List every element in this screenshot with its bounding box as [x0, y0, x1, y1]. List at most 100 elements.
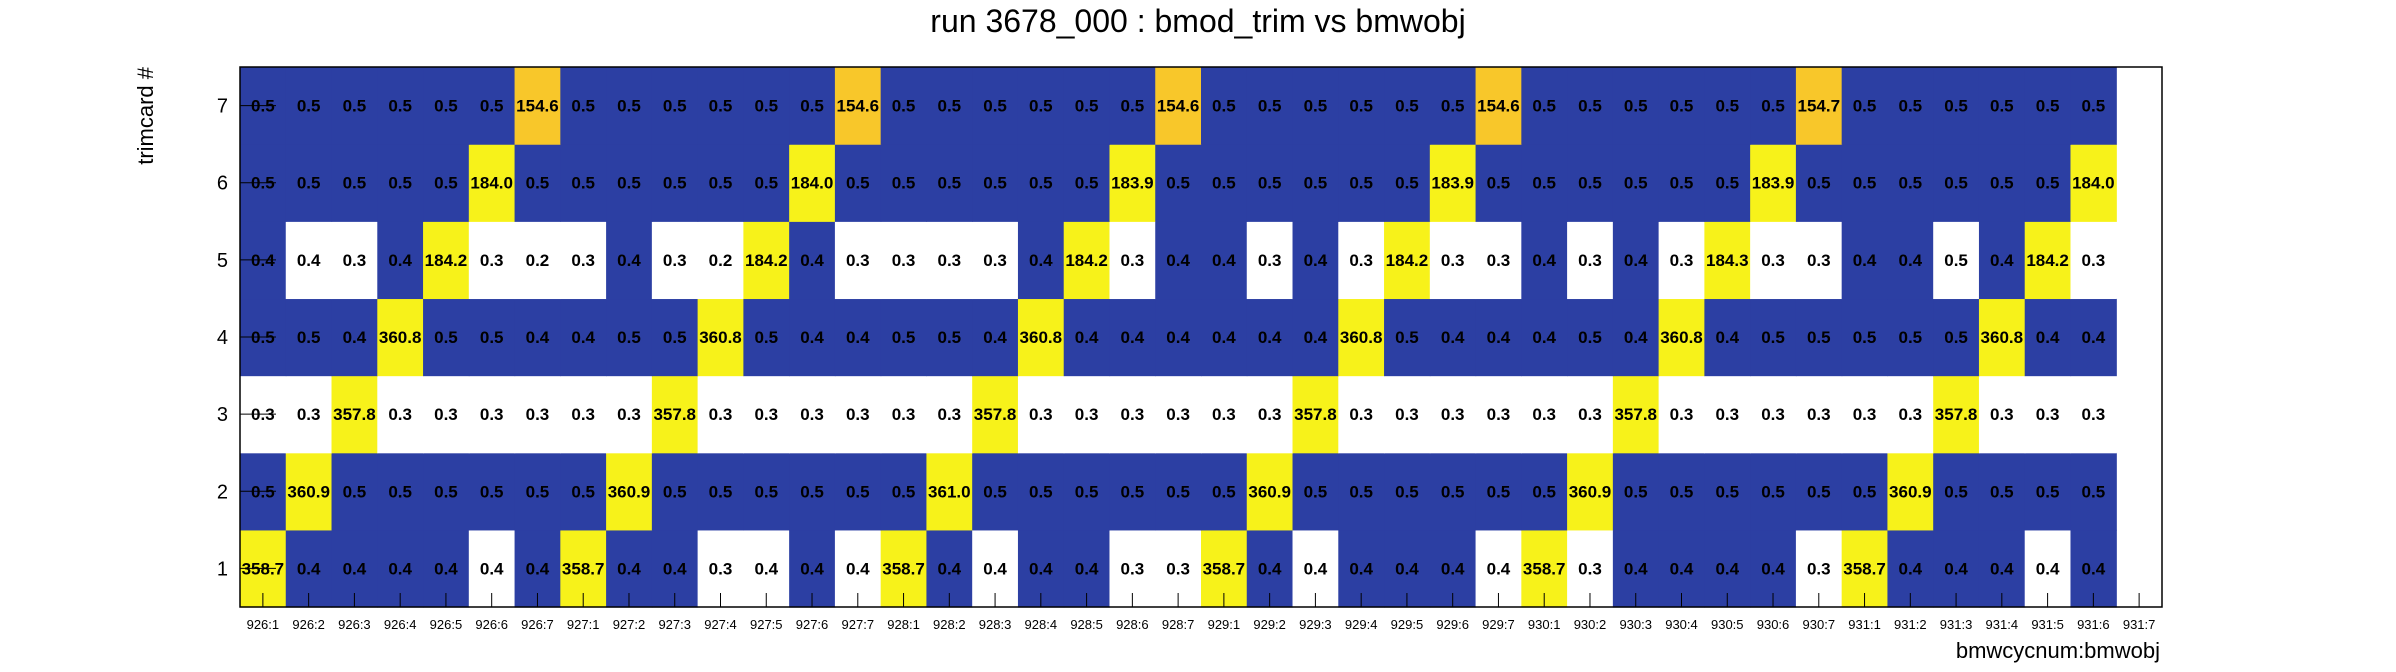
cell-value-label: 0.4 — [1121, 328, 1145, 347]
x-tick-label: 929:2 — [1253, 617, 1286, 632]
cell-value-label: 0.5 — [617, 174, 641, 193]
cell-value-label: 0.5 — [1532, 174, 1556, 193]
heatmap-cell — [1887, 452, 1934, 531]
cell-value-label: 0.4 — [343, 559, 367, 578]
x-tick-label: 930:6 — [1757, 617, 1790, 632]
cell-value-label: 0.5 — [754, 482, 778, 501]
heatmap-cell — [1017, 67, 1065, 145]
cell-value-label: 0.3 — [1578, 405, 1602, 424]
heatmap-cell — [651, 452, 699, 531]
cell-value-label: 0.3 — [709, 559, 733, 578]
heatmap-cell — [377, 452, 424, 531]
heatmap-cell — [926, 144, 973, 222]
heatmap-cell — [1612, 144, 1660, 222]
cell-value-label: 0.5 — [892, 97, 916, 116]
cell-value-label: 0.5 — [846, 482, 870, 501]
cell-value-label: 0.5 — [1395, 328, 1419, 347]
heatmap-cell — [1795, 452, 1843, 531]
heatmap-cell — [331, 67, 378, 145]
heatmap-cell — [1429, 375, 1477, 454]
heatmap-cell — [1978, 452, 2026, 531]
cell-value-label: 183.9 — [1111, 174, 1154, 193]
cell-value-label: 0.5 — [983, 174, 1007, 193]
cell-value-label: 360.8 — [1340, 328, 1383, 347]
heatmap-cell — [651, 298, 699, 377]
x-tick-label: 931:3 — [1940, 617, 1973, 632]
heatmap-cell — [1795, 221, 1843, 300]
cell-value-label: 0.4 — [1715, 559, 1739, 578]
cell-value-label: 0.5 — [388, 482, 412, 501]
cell-value-label: 0.5 — [1029, 482, 1053, 501]
heatmap-cell — [743, 67, 790, 145]
x-tick-label: 928:3 — [979, 617, 1012, 632]
x-tick-label: 927:7 — [842, 617, 875, 632]
cell-value-label: 154.6 — [516, 97, 559, 116]
cell-value-label: 0.5 — [892, 174, 916, 193]
cell-value-label: 0.5 — [1853, 97, 1877, 116]
cell-value-label: 0.5 — [297, 328, 321, 347]
heatmap-cell — [1246, 144, 1294, 222]
cell-value-label: 361.0 — [928, 482, 971, 501]
cell-value-label: 0.4 — [2036, 328, 2060, 347]
cell-value-label: 0.4 — [983, 328, 1007, 347]
heatmap-cell — [2070, 375, 2117, 454]
cell-value-label: 0.5 — [1349, 97, 1373, 116]
cell-value-label: 0.5 — [1624, 174, 1648, 193]
cell-value-label: 0.5 — [1624, 482, 1648, 501]
heatmap-cell — [743, 298, 790, 377]
cell-value-label: 0.5 — [663, 482, 687, 501]
heatmap-cell — [1750, 375, 1797, 454]
x-tick-label: 928:6 — [1116, 617, 1149, 632]
cell-value-label: 0.5 — [1853, 174, 1877, 193]
heatmap-cell — [514, 144, 561, 222]
x-tick-label: 929:6 — [1436, 617, 1469, 632]
cell-value-label: 0.3 — [388, 405, 412, 424]
cell-value-label: 0.3 — [983, 251, 1007, 270]
cell-value-label: 0.5 — [892, 328, 916, 347]
heatmap-cell — [880, 298, 928, 377]
cell-value-label: 0.5 — [480, 328, 504, 347]
heatmap-cell — [1978, 298, 2026, 377]
heatmap-cell — [2024, 298, 2072, 377]
heatmap-cell — [2024, 375, 2072, 454]
heatmap-cell — [1933, 375, 1980, 454]
cell-value-label: 0.3 — [1441, 251, 1465, 270]
heatmap-cell — [2070, 67, 2117, 145]
heatmap-cell — [1750, 67, 1797, 145]
cell-value-label: 0.4 — [1212, 328, 1236, 347]
heatmap-cell — [1475, 221, 1522, 300]
cell-value-label: 0.5 — [1304, 97, 1328, 116]
cell-value-label: 0.4 — [983, 559, 1007, 578]
cell-value-label: 360.9 — [1569, 482, 1612, 501]
cell-value-label: 0.5 — [754, 97, 778, 116]
heatmap-cell — [331, 298, 378, 377]
heatmap-cell — [1612, 221, 1660, 300]
cell-value-label: 0.3 — [1853, 405, 1877, 424]
heatmap-cell — [1246, 221, 1294, 300]
cell-value-label: 360.9 — [608, 482, 651, 501]
cell-value-label: 0.5 — [1304, 174, 1328, 193]
cell-value-label: 0.5 — [1990, 174, 2014, 193]
cell-value-label: 0.5 — [663, 328, 687, 347]
cell-value-label: 0.5 — [709, 97, 733, 116]
cell-value-label: 0.5 — [1395, 174, 1419, 193]
x-tick-label: 926:4 — [384, 617, 417, 632]
x-tick-label: 926:1 — [247, 617, 280, 632]
cell-value-label: 0.3 — [480, 251, 504, 270]
cell-value-label: 0.3 — [1441, 405, 1465, 424]
heatmap-cell — [1612, 375, 1660, 454]
heatmap-cell — [468, 67, 516, 145]
cell-value-label: 0.5 — [571, 482, 595, 501]
heatmap-cell — [1292, 452, 1339, 531]
x-tick-label: 928:2 — [933, 617, 966, 632]
cell-value-label: 0.5 — [1624, 97, 1648, 116]
heatmap-cell — [468, 221, 516, 300]
cell-value-label: 154.6 — [1157, 97, 1200, 116]
cell-value-label: 0.5 — [1121, 97, 1145, 116]
cell-value-label: 0.5 — [1487, 174, 1511, 193]
heatmap-cell — [1246, 67, 1294, 145]
cell-value-label: 184.2 — [745, 251, 788, 270]
cell-value-label: 358.7 — [562, 559, 605, 578]
x-axis-label: bmwcycnum:bmwobj — [1956, 638, 2160, 663]
heatmap-cell — [2024, 144, 2072, 222]
